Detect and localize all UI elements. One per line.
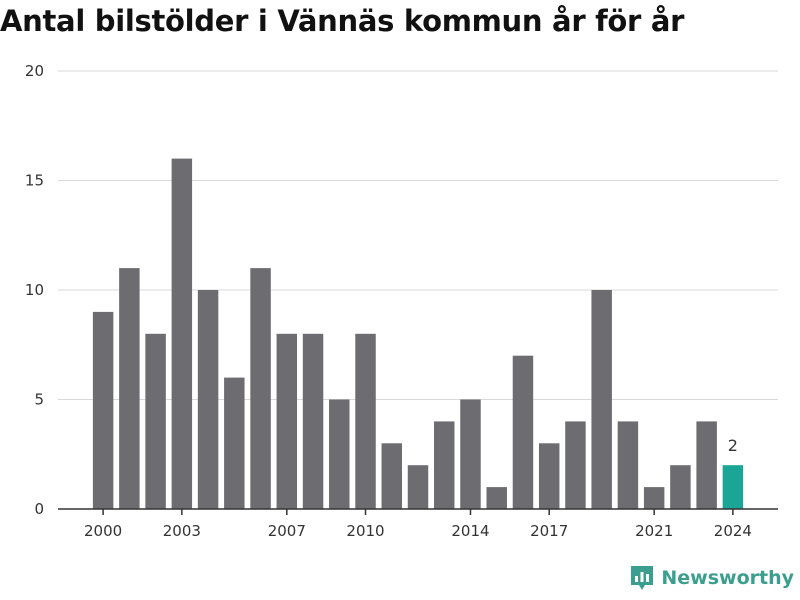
bar — [381, 443, 402, 509]
bar — [407, 465, 429, 509]
bar — [171, 158, 193, 509]
bar — [538, 443, 560, 509]
y-tick-label: 10 — [25, 281, 44, 299]
x-tick-label: 2021 — [635, 522, 673, 540]
bar — [276, 333, 298, 509]
x-tick-label: 2014 — [451, 522, 489, 540]
y-tick-label: 0 — [34, 500, 44, 518]
x-tick-label: 2003 — [163, 522, 201, 540]
bar — [224, 377, 245, 509]
x-tick-label: 2000 — [84, 522, 122, 540]
axes — [58, 508, 778, 515]
bar — [617, 421, 639, 509]
x-tick-label: 2024 — [714, 522, 752, 540]
x-tick-label: 2010 — [346, 522, 384, 540]
bar — [670, 465, 691, 509]
bar — [355, 333, 376, 509]
bar — [250, 268, 271, 509]
bar — [145, 333, 166, 509]
grid-lines — [58, 70, 778, 400]
bar — [512, 355, 534, 509]
chart-title: Antal bilstölder i Vännäs kommun år för … — [0, 4, 685, 38]
bars — [92, 158, 744, 509]
y-tick-label: 20 — [25, 62, 44, 80]
bar — [591, 290, 612, 509]
data-label: 2 — [728, 436, 738, 455]
newsworthy-logo-text: Newsworthy — [661, 567, 794, 589]
bar — [197, 290, 219, 509]
bar — [302, 333, 324, 509]
labels: 0 5 10 15 20 2 2000 2003 2007 2010 2014 2017 2021 202… — [25, 62, 752, 540]
newsworthy-logo-icon — [631, 566, 654, 590]
x-tick-label: 2017 — [530, 522, 568, 540]
bar — [486, 487, 507, 509]
bar — [565, 421, 586, 509]
y-tick-label: 5 — [34, 391, 44, 409]
newsworthy-logo: Newsworthy — [629, 564, 794, 592]
x-tick-label: 2007 — [268, 522, 306, 540]
bar — [119, 268, 140, 509]
bar — [643, 487, 665, 509]
bar — [92, 311, 114, 509]
bar — [329, 399, 350, 509]
bar — [434, 421, 455, 509]
bar-highlighted — [722, 465, 744, 509]
y-tick-label: 15 — [25, 172, 44, 190]
bar — [460, 399, 481, 509]
bar — [696, 421, 717, 509]
